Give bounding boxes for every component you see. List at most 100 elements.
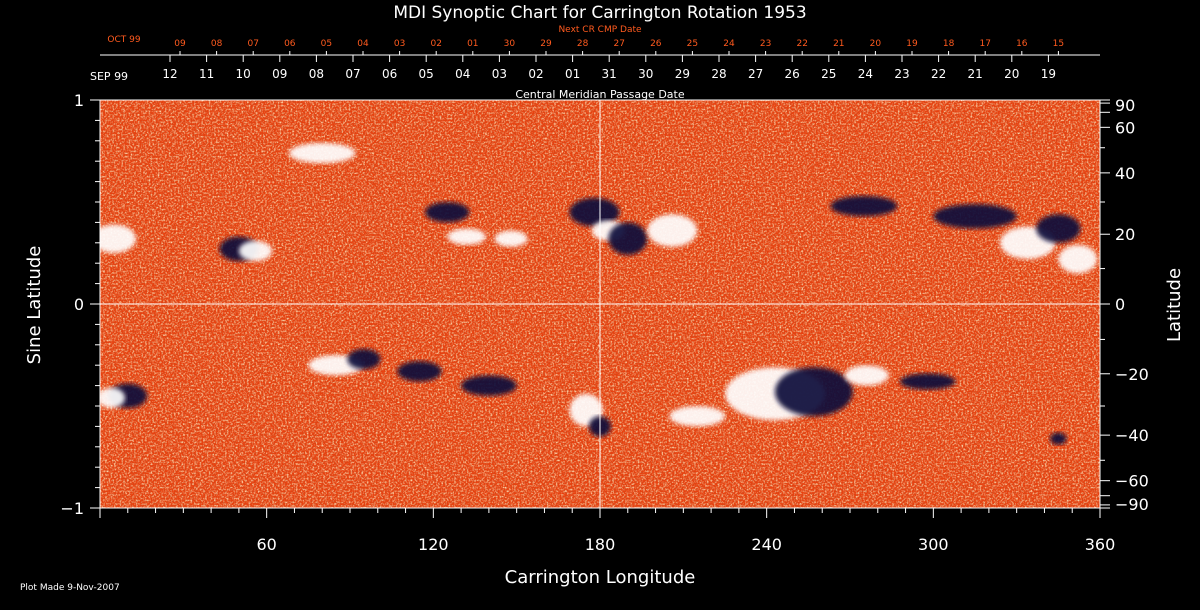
cmp-axis-day: 08 [309, 67, 324, 81]
next-axis-day: 27 [613, 39, 624, 49]
y-axis-label-right: Latitude [1164, 268, 1185, 342]
y-tick-label-right: 90 [1115, 96, 1135, 115]
next-axis-day: 02 [430, 39, 441, 49]
flux-region-negative [830, 195, 898, 217]
x-tick-label: 60 [256, 535, 276, 554]
next-axis-day: 23 [760, 39, 771, 49]
next-axis-day: 08 [211, 39, 223, 49]
flux-region-negative [397, 361, 442, 382]
flux-region-positive [288, 142, 356, 164]
next-cmp-month-label: OCT 99 [107, 35, 140, 45]
flux-region-positive [647, 214, 698, 247]
x-tick-label: 360 [1085, 535, 1116, 554]
next-axis-day: 30 [504, 39, 516, 49]
flux-region-negative [1050, 432, 1067, 445]
x-tick-label: 180 [585, 535, 616, 554]
cmp-axis-day: 01 [565, 67, 580, 81]
cmp-axis-day: 24 [858, 67, 873, 81]
cmp-axis-day: 07 [345, 67, 360, 81]
next-axis-day: 22 [796, 39, 807, 49]
next-axis-day: 03 [394, 39, 405, 49]
cmp-axis-day: 30 [638, 67, 653, 81]
next-axis-day: 26 [650, 39, 662, 49]
y-tick-label-right: 20 [1115, 225, 1135, 244]
flux-region-negative [775, 367, 853, 417]
flux-region-positive [100, 224, 137, 253]
next-cmp-axis: 09 08 07 06 05 04 03 02 01 30 29 28 27 26 25 24 23 22 21 20… [100, 39, 1100, 56]
cmp-axis-day: 28 [711, 67, 726, 81]
chart-title: MDI Synoptic Chart for Carrington Rotati… [393, 3, 806, 23]
cmp-axis-day: 12 [162, 67, 177, 81]
x-tick-label: 300 [918, 535, 949, 554]
cmp-axis-day: 06 [382, 67, 397, 81]
next-axis-day: 09 [174, 39, 186, 49]
flux-region-negative [425, 202, 470, 223]
cmp-axis-day: 22 [931, 67, 946, 81]
flux-region-positive [1058, 244, 1098, 274]
next-axis-day: 16 [1016, 39, 1028, 49]
cmp-axis-day: 10 [236, 67, 251, 81]
y-axis-label-left: Sine Latitude [24, 246, 45, 365]
y-tick-label-right: −90 [1115, 495, 1149, 514]
y-tick-label-right: −40 [1115, 426, 1149, 445]
cmp-axis-day: 04 [455, 67, 470, 81]
cmp-axis-day: 05 [419, 67, 434, 81]
cmp-axis-day: 19 [1041, 67, 1056, 81]
y-tick-label-right: 60 [1115, 118, 1135, 137]
y-tick-label-left: 0 [74, 295, 84, 314]
y-tick-label-right: 0 [1115, 295, 1125, 314]
cmp-axis-day: 27 [748, 67, 763, 81]
flux-region-negative [347, 348, 381, 370]
cmp-axis-day: 25 [821, 67, 836, 81]
cmp-date-axis: 12 11 10 09 08 07 06 05 04 03 02 01 31 30 29 28 27 26 25 24… [162, 55, 1056, 81]
cmp-month-label: SEP 99 [90, 70, 128, 83]
x-axis: 60 120 180 240 300 360 [99, 508, 1116, 554]
flux-region-negative [461, 375, 517, 396]
next-axis-day: 29 [540, 39, 552, 49]
next-axis-day: 21 [833, 39, 844, 49]
next-axis-day: 17 [979, 39, 990, 49]
cmp-axis-day: 09 [272, 67, 287, 81]
y-axis-right: 90 60 40 20 0 −20 −40 −60 −90 [1100, 96, 1149, 514]
flux-region-positive [238, 240, 273, 262]
next-axis-day: 06 [284, 39, 296, 49]
y-tick-label-right: −20 [1115, 365, 1149, 384]
cmp-axis-day: 20 [1004, 67, 1019, 81]
flux-region-positive [669, 406, 725, 427]
y-tick-label-left: −1 [60, 499, 84, 518]
cmp-axis-day: 26 [785, 67, 800, 81]
y-tick-label-left: 1 [74, 91, 84, 110]
cmp-axis-label: Central Meridian Passage Date [515, 88, 684, 101]
next-axis-day: 19 [906, 39, 918, 49]
flux-region-negative [569, 197, 620, 227]
flux-region-negative [1036, 214, 1081, 243]
next-axis-day: 07 [247, 39, 258, 49]
next-axis-day: 24 [723, 39, 735, 49]
flux-region-positive [494, 230, 528, 247]
flux-region-positive [100, 387, 125, 409]
flux-region-negative [608, 222, 648, 256]
next-axis-day: 15 [1053, 39, 1064, 49]
y-tick-label-right: −60 [1115, 472, 1149, 491]
x-tick-label: 240 [751, 535, 782, 554]
y-tick-label-right: 40 [1115, 164, 1135, 183]
cmp-axis-day: 21 [968, 67, 983, 81]
plot-made-note: Plot Made 9-Nov-2007 [20, 583, 120, 593]
flux-region-positive [844, 365, 889, 386]
cmp-axis-day: 03 [492, 67, 507, 81]
flux-region-negative [900, 373, 956, 390]
x-axis-label: Carrington Longitude [505, 567, 696, 588]
next-axis-day: 18 [943, 39, 955, 49]
next-axis-day: 05 [321, 39, 332, 49]
next-axis-day: 25 [687, 39, 698, 49]
cmp-axis-day: 31 [602, 67, 617, 81]
next-axis-day: 01 [467, 39, 478, 49]
next-axis-day: 04 [357, 39, 369, 49]
x-tick-label: 120 [418, 535, 449, 554]
cmp-axis-day: 29 [675, 67, 690, 81]
y-axis-left: 1 0 −1 [60, 91, 100, 518]
flux-region-positive [447, 228, 487, 245]
next-axis-day: 20 [870, 39, 882, 49]
cmp-axis-day: 02 [528, 67, 543, 81]
